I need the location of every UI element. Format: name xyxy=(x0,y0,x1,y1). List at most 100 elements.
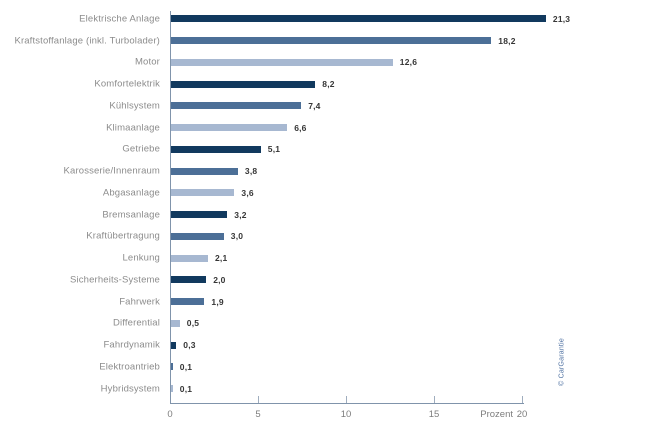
bar xyxy=(171,298,205,306)
chart-row: Kraftstoffanlage (inkl. Turbolader) 18,2 xyxy=(0,30,650,52)
x-axis-tick-label: 0 xyxy=(167,409,173,420)
category-label: Getriebe xyxy=(122,143,160,155)
bar-cell: 0,1 xyxy=(163,384,650,394)
category-label: Komfortelektrik xyxy=(94,78,160,90)
x-axis-tick xyxy=(522,396,523,403)
category-label: Klimaanlage xyxy=(106,122,160,134)
category-label-cell: Elektroantrieb xyxy=(0,356,163,378)
chart-row: Kühlsystem 7,4 xyxy=(0,95,650,117)
bar-cell: 3,0 xyxy=(163,231,650,241)
bar xyxy=(171,167,238,175)
category-label: Fahrdynamik xyxy=(103,339,160,351)
value-label: 6,6 xyxy=(294,122,307,133)
category-label: Motor xyxy=(134,56,160,68)
chart-row: Abgasanlage 3,6 xyxy=(0,182,650,204)
bar xyxy=(171,232,224,240)
bar-cell: 0,1 xyxy=(163,362,650,372)
bar xyxy=(171,385,173,393)
category-label-cell: Bremsanlage xyxy=(0,204,163,226)
category-label-cell: Elektrische Anlage xyxy=(0,8,163,30)
x-axis-tick xyxy=(258,396,259,403)
value-label: 2,1 xyxy=(215,253,228,264)
bar xyxy=(171,58,393,66)
bar-cell: 3,6 xyxy=(163,188,650,198)
bar-cell: 3,8 xyxy=(163,166,650,176)
value-label: 3,2 xyxy=(234,209,247,220)
bar xyxy=(171,189,235,197)
category-label-cell: Fahrdynamik xyxy=(0,334,163,356)
category-label-cell: Klimaanlage xyxy=(0,117,163,139)
value-label: 18,2 xyxy=(498,35,516,46)
bar-cell: 1,9 xyxy=(163,297,650,307)
value-label: 3,6 xyxy=(241,187,254,198)
value-label: 3,0 xyxy=(230,231,244,242)
category-label: Abgasanlage xyxy=(102,187,160,199)
value-label: 5,1 xyxy=(267,144,281,155)
bar xyxy=(171,341,177,349)
chart-row: Lenkung 2,1 xyxy=(0,247,650,269)
category-label-cell: Kühlsystem xyxy=(0,95,163,117)
bar xyxy=(171,363,173,371)
bar-cell: 21,3 xyxy=(163,14,650,24)
chart-row: Motor 12,6 xyxy=(0,52,650,74)
bar-cell: 12,6 xyxy=(163,57,650,67)
category-label: Differential xyxy=(112,317,160,329)
bar xyxy=(171,15,546,23)
chart-row: Getriebe 5,1 xyxy=(0,139,650,161)
category-label-cell: Kraftstoffanlage (inkl. Turbolader) xyxy=(0,30,163,52)
value-label: 0,1 xyxy=(179,383,193,394)
chart-row: Differential 0,5 xyxy=(0,313,650,335)
value-label: 2,0 xyxy=(213,274,226,285)
value-label: 21,3 xyxy=(552,13,571,24)
category-label-cell: Fahrwerk xyxy=(0,291,163,313)
bar xyxy=(171,319,180,327)
bar xyxy=(171,211,228,219)
copyright-label: © CarGarantie xyxy=(558,338,566,386)
y-axis-line xyxy=(170,11,171,403)
category-label-cell: Sicherheits-Systeme xyxy=(0,269,163,291)
x-axis-unit-label: Prozent xyxy=(480,409,513,420)
bar-cell: 2,1 xyxy=(163,253,650,263)
chart-row: Sicherheits-Systeme 2,0 xyxy=(0,269,650,291)
category-label: Lenkung xyxy=(122,252,160,264)
chart-rows: Elektrische Anlage 21,3 Kraftstoffanlage… xyxy=(0,8,650,400)
category-label-cell: Hybridsystem xyxy=(0,378,163,400)
category-label: Elektroantrieb xyxy=(99,361,160,373)
category-label: Kraftübertragung xyxy=(86,230,160,242)
bar-cell: 7,4 xyxy=(163,101,650,111)
x-axis-tick xyxy=(434,396,435,403)
category-label-cell: Getriebe xyxy=(0,139,163,161)
chart-row: Kraftübertragung 3,0 xyxy=(0,226,650,248)
category-label-cell: Differential xyxy=(0,313,163,335)
bar xyxy=(171,124,288,132)
x-axis-line xyxy=(170,403,524,404)
value-label: 0,1 xyxy=(179,361,193,372)
bar-cell: 18,2 xyxy=(163,36,650,46)
category-label: Elektrische Anlage xyxy=(79,13,160,25)
chart-row: Hybridsystem 0,1 xyxy=(0,378,650,400)
category-label: Kraftstoffanlage (inkl. Turbolader) xyxy=(14,35,160,47)
bar xyxy=(171,102,302,110)
chart-row: Elektroantrieb 0,1 xyxy=(0,356,650,378)
x-axis-tick-label: 5 xyxy=(255,409,261,420)
value-label: 1,9 xyxy=(211,296,224,307)
x-axis-tick-label: 20 xyxy=(516,409,528,420)
bar-cell: 2,0 xyxy=(163,275,650,285)
bar-cell: 0,3 xyxy=(163,340,650,350)
x-axis-tick xyxy=(346,396,347,403)
bar xyxy=(171,80,316,88)
bar xyxy=(171,254,208,262)
chart-row: Elektrische Anlage 21,3 xyxy=(0,8,650,30)
chart-row: Bremsanlage 3,2 xyxy=(0,204,650,226)
chart-row: Fahrdynamik 0,3 xyxy=(0,334,650,356)
category-label: Sicherheits-Systeme xyxy=(70,274,160,286)
category-label-cell: Komfortelektrik xyxy=(0,73,163,95)
bar-cell: 8,2 xyxy=(163,79,650,89)
x-axis-tick-label: 10 xyxy=(340,409,352,420)
bar xyxy=(171,145,261,153)
category-label: Hybridsystem xyxy=(100,383,160,395)
category-label: Bremsanlage xyxy=(102,209,160,221)
bar-cell: 6,6 xyxy=(163,123,650,133)
x-axis-tick-label: 15 xyxy=(428,409,440,420)
